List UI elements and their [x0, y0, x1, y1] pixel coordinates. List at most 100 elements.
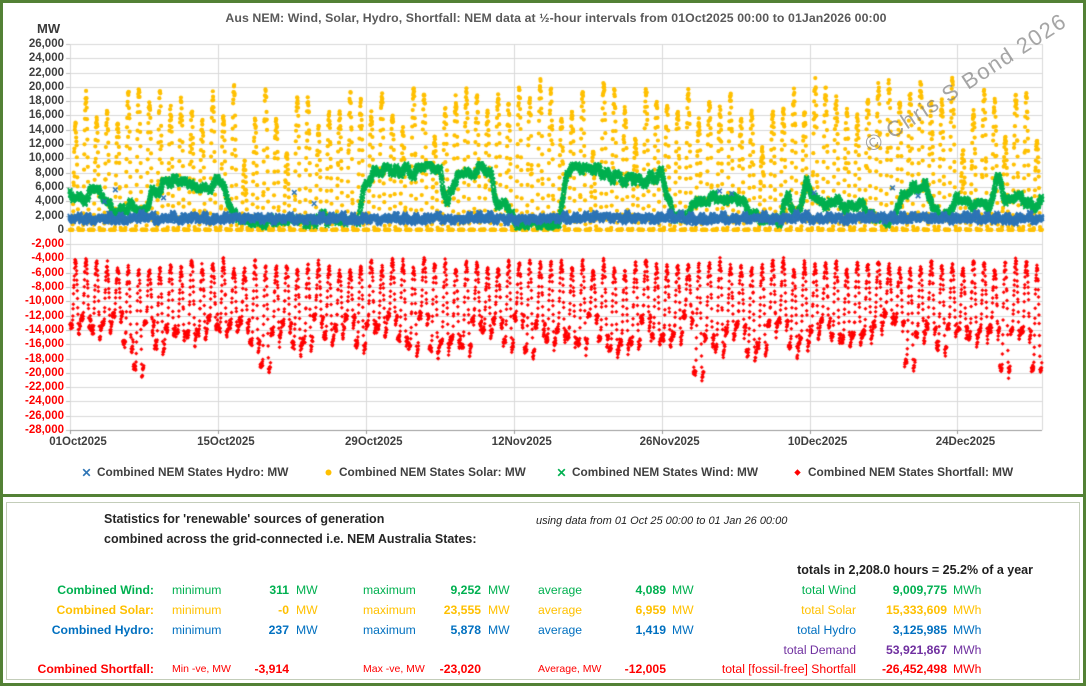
y-tick-label: -12,000 [24, 309, 64, 322]
y-tick-label: -18,000 [24, 352, 64, 365]
stats-cell: total Hydro [797, 623, 856, 637]
circle-marker-icon [325, 469, 332, 475]
y-tick-label: 10,000 [28, 152, 64, 165]
y-tick-label: 22,000 [28, 66, 64, 79]
y-tick-label: -24,000 [24, 395, 64, 408]
x-tick-label: 26Nov2025 [639, 436, 700, 448]
stats-cell: Average, MW [538, 663, 602, 675]
stats-cell: average [538, 603, 583, 617]
stats-cell: MW [296, 603, 318, 617]
stats-cell: 15,333,609 [886, 603, 947, 617]
x-marker-icon [557, 468, 566, 476]
stats-heading-line1: Statistics for 'renewable' sources of ge… [104, 512, 385, 526]
stats-cell: MWh [953, 643, 982, 657]
stats-cell: 53,921,867 [886, 643, 947, 657]
stats-cell: MW [296, 623, 318, 637]
y-tick-label: -28,000 [24, 424, 64, 436]
y-tick-label: 14,000 [28, 123, 64, 136]
y-tick-label: 6,000 [35, 180, 64, 193]
x-tick-label: 29Oct2025 [345, 436, 403, 448]
legend-item-shortfall: Combined NEM States Shortfall: MW [793, 463, 1013, 481]
stats-row-shortfall: Combined Shortfall: Min -ve, MW -3,914 Max … [7, 661, 1079, 677]
stats-cell: 9,009,775 [892, 583, 947, 597]
y-tick-label: -22,000 [24, 381, 64, 394]
stats-row-demand: total Demand 53,921,867 MWh [7, 642, 1079, 658]
stats-cell: total Demand [783, 643, 857, 657]
stats-cell: MW [672, 583, 694, 597]
x-tick-label: 12Nov2025 [491, 436, 552, 448]
stats-row-hydro: Combined Hydro: minimum 237 MW maximum 5,878 M… [7, 622, 1079, 638]
x-tick-label: 10Dec2025 [787, 436, 848, 448]
legend-label: Combined NEM States Wind: MW [572, 465, 759, 479]
y-tick-label: 20,000 [28, 80, 64, 93]
stats-cell: Combined Shortfall: [37, 662, 154, 676]
chart-title: Aus NEM: Wind, Solar, Hydro, Shortfall: … [225, 11, 887, 25]
stats-cell: MW [488, 583, 510, 597]
stats-cell: 9,252 [450, 583, 482, 597]
stats-data-range-note: using data from 01 Oct 25 00:00 to 01 Ja… [536, 515, 788, 527]
stats-cell: -23,020 [439, 662, 481, 676]
stats-cell: Combined Hydro: [51, 623, 154, 637]
stats-cell: average [538, 583, 583, 597]
stats-cell: total Wind [801, 583, 856, 597]
x-tick-label: 15Oct2025 [197, 436, 255, 448]
totals-header: totals in 2,208.0 hours = 25.2% of a yea… [797, 563, 1033, 577]
stats-cell: 3,125,985 [892, 623, 947, 637]
y-tick-label: -8,000 [31, 281, 64, 294]
stats-cell: Max -ve, MW [363, 663, 425, 675]
stats-cell: Combined Solar: [56, 603, 154, 617]
stats-cell: MW [488, 603, 510, 617]
stats-cell: -0 [278, 603, 289, 617]
y-tick-label: 24,000 [28, 52, 64, 65]
y-tick-label: -6,000 [31, 266, 64, 279]
legend-item-wind: Combined NEM States Wind: MW [557, 463, 758, 481]
legend-label: Combined NEM States Solar: MW [339, 465, 526, 479]
stats-cell: 6,959 [635, 603, 667, 617]
stats-cell: minimum [172, 603, 222, 617]
chart-legend: Combined NEM States Hydro: MW Combined NE… [0, 463, 1086, 483]
y-tick-label: -26,000 [24, 409, 64, 422]
y-tick-label: 18,000 [28, 95, 64, 108]
stats-cell: -26,452,498 [881, 662, 947, 676]
stats-cell: 1,419 [635, 623, 667, 637]
section-divider [0, 494, 1086, 497]
stats-cell: MWh [953, 583, 982, 597]
stats-cell: average [538, 623, 583, 637]
x-marker-icon [82, 468, 91, 476]
stats-cell: MW [672, 603, 694, 617]
scatter-plot-canvas [0, 0, 1086, 494]
stats-cell: MWh [953, 603, 982, 617]
y-tick-label: -20,000 [24, 366, 64, 379]
diamond-marker-icon [794, 468, 801, 476]
stats-cell: total [fossil-free] Shortfall [721, 662, 856, 676]
stats-panel: Statistics for 'renewable' sources of ge… [6, 502, 1080, 680]
y-tick-label: 0 [57, 223, 64, 236]
stats-row-solar: Combined Solar: minimum -0 MW maximum 23,555 M… [7, 602, 1079, 618]
y-tick-label: 4,000 [35, 195, 64, 208]
stats-cell: MW [488, 623, 510, 637]
stats-cell: MWh [953, 662, 982, 676]
stats-cell: -3,914 [254, 662, 289, 676]
stats-cell: Combined Wind: [57, 583, 154, 597]
stats-cell: 5,878 [450, 623, 482, 637]
stats-cell: MW [296, 583, 318, 597]
stats-cell: maximum [363, 583, 416, 597]
legend-item-solar: Combined NEM States Solar: MW [324, 463, 526, 481]
x-tick-label: 01Oct2025 [49, 436, 107, 448]
legend-item-hydro: Combined NEM States Hydro: MW [82, 463, 288, 481]
y-tick-label: 26,000 [28, 38, 64, 50]
y-tick-label: -4,000 [31, 252, 64, 265]
x-tick-label: 24Dec2025 [935, 436, 996, 448]
legend-label: Combined NEM States Shortfall: MW [808, 465, 1014, 479]
stats-cell: 4,089 [635, 583, 667, 597]
stats-row-wind: Combined Wind: minimum 311 MW maximum 9,252 MW… [7, 582, 1079, 598]
stats-cell: total Solar [801, 603, 856, 617]
stats-cell: maximum [363, 623, 416, 637]
y-tick-label: 16,000 [28, 109, 64, 122]
y-tick-label: 2,000 [35, 209, 64, 222]
legend-label: Combined NEM States Hydro: MW [97, 465, 289, 479]
stats-cell: MW [672, 623, 694, 637]
y-tick-label: -14,000 [24, 323, 64, 336]
stats-cell: Min -ve, MW [172, 663, 231, 675]
